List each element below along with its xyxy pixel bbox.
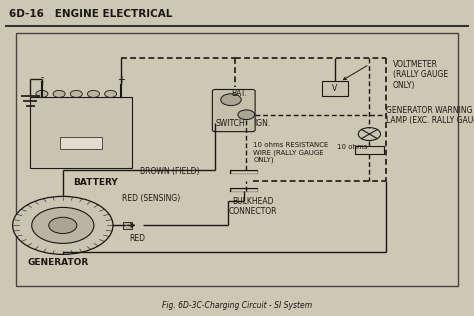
Text: +: + (117, 75, 125, 85)
Circle shape (36, 90, 48, 97)
Text: VOLTMETER
(RALLY GAUGE
ONLY): VOLTMETER (RALLY GAUGE ONLY) (392, 60, 448, 90)
Circle shape (53, 90, 65, 97)
Text: Fig. 6D-3C-Charging Circuit - SI System: Fig. 6D-3C-Charging Circuit - SI System (162, 301, 312, 310)
Circle shape (238, 110, 255, 119)
Text: BAT.: BAT. (231, 89, 247, 98)
Circle shape (87, 90, 100, 97)
Bar (30, 97, 132, 168)
Circle shape (221, 94, 241, 106)
Text: SWITCH: SWITCH (215, 119, 245, 128)
Bar (355, 146, 384, 154)
Text: -: - (40, 72, 44, 82)
Circle shape (49, 217, 77, 234)
Text: GENERATOR: GENERATOR (27, 258, 89, 267)
Text: V: V (332, 84, 337, 93)
Text: GENERATOR WARNING
LAMP (EXC. RALLY GAUGE): GENERATOR WARNING LAMP (EXC. RALLY GAUGE… (386, 106, 474, 125)
Text: 10 ohms RESISTANCE
WIRE (RALLY GAUGE
ONLY): 10 ohms RESISTANCE WIRE (RALLY GAUGE ONL… (253, 143, 328, 163)
Text: IGN.: IGN. (255, 119, 271, 128)
Text: BATTERY: BATTERY (73, 178, 118, 187)
Text: RED (SENSING): RED (SENSING) (122, 194, 180, 203)
Text: BROWN (FIELD): BROWN (FIELD) (140, 167, 200, 176)
Circle shape (105, 90, 117, 97)
Bar (321, 81, 347, 96)
Bar (61, 137, 102, 149)
Circle shape (358, 128, 381, 141)
Bar (123, 222, 132, 228)
Text: 10 ohms: 10 ohms (337, 144, 367, 150)
Text: BULKHEAD
CONNECTOR: BULKHEAD CONNECTOR (229, 197, 277, 216)
Text: 6D-16   ENGINE ELECTRICAL: 6D-16 ENGINE ELECTRICAL (9, 9, 173, 19)
FancyBboxPatch shape (212, 89, 255, 132)
Text: RED: RED (129, 234, 145, 243)
Circle shape (70, 90, 82, 97)
Circle shape (13, 196, 113, 254)
Circle shape (32, 207, 94, 243)
